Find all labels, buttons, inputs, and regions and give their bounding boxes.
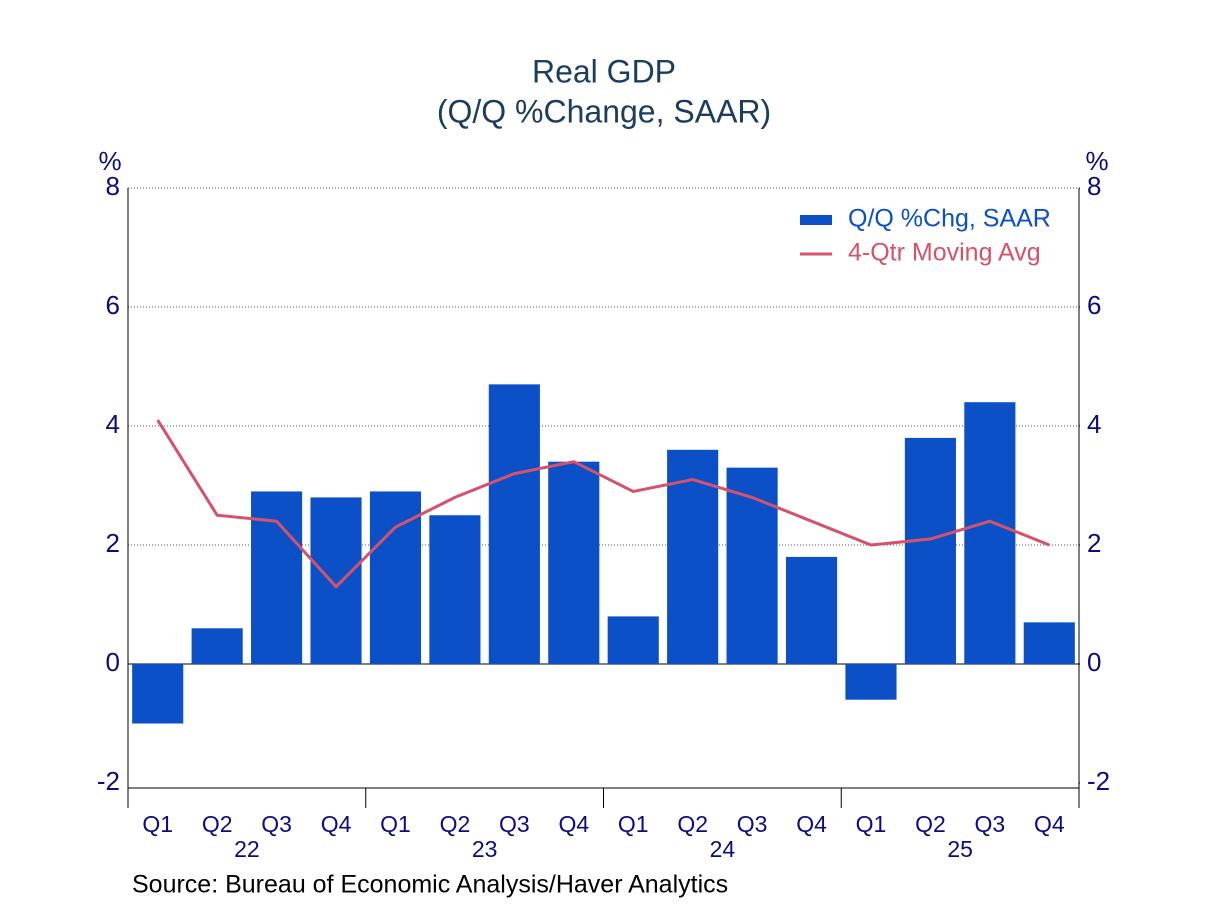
bar	[548, 461, 600, 664]
bar	[251, 491, 303, 664]
y-tick-label: 8	[106, 171, 120, 201]
chart-title: Real GDP	[532, 53, 676, 89]
y2-axis-label: %	[1085, 146, 1108, 176]
y2-tick-label: 0	[1087, 647, 1101, 677]
x-tick-label: Q1	[142, 811, 173, 837]
x-tick-label: Q3	[737, 811, 768, 837]
y2-tick-label: 6	[1087, 290, 1101, 320]
y2-tick-label: 2	[1087, 528, 1101, 558]
x-tick-label: Q2	[440, 811, 471, 837]
y-axis-label: %	[98, 146, 121, 176]
bar	[191, 628, 243, 664]
y2-tick-label: -2	[1087, 766, 1110, 796]
line	[156, 419, 1050, 589]
bar	[845, 664, 897, 700]
x-tick-label: Q4	[1034, 811, 1065, 837]
y-tick-label: 0	[106, 647, 120, 677]
y2-tick-label: 4	[1087, 409, 1101, 439]
bar	[429, 515, 481, 664]
bar	[607, 616, 659, 664]
x-tick-label: Q3	[499, 811, 530, 837]
x-tick-label: Q4	[796, 811, 827, 837]
bar	[132, 664, 184, 724]
x-tick-label: Q4	[558, 811, 589, 837]
x-tick-label: Q3	[975, 811, 1006, 837]
x-tick-label: Q2	[677, 811, 708, 837]
x-group-label: 24	[710, 836, 736, 862]
bar	[1023, 622, 1075, 664]
x-tick-label: Q1	[380, 811, 411, 837]
legend-label: 4-Qtr Moving Avg	[848, 239, 1041, 267]
x-group-label: 22	[234, 836, 260, 862]
y-tick-label: -2	[97, 766, 120, 796]
source-note: Source: Bureau of Economic Analysis/Have…	[132, 871, 728, 899]
y-tick-label: 4	[106, 409, 120, 439]
bar	[904, 437, 956, 664]
x-tick-label: Q4	[321, 811, 352, 837]
x-tick-label: Q1	[618, 811, 649, 837]
y-tick-label: 2	[106, 528, 120, 558]
x-tick-label: Q2	[202, 811, 233, 837]
legend-label: Q/Q %Chg, SAAR	[848, 205, 1051, 233]
legend-swatch	[800, 215, 832, 225]
x-tick-label: Q2	[915, 811, 946, 837]
bar	[785, 556, 838, 664]
y2-tick-label: 8	[1087, 171, 1101, 201]
x-tick-label: Q1	[856, 811, 887, 837]
y-tick-label: 6	[106, 290, 120, 320]
x-group-label: 25	[947, 836, 973, 862]
bar	[310, 497, 362, 664]
bar	[964, 402, 1016, 664]
bar	[488, 384, 540, 664]
x-group-label: 23	[472, 836, 498, 862]
x-tick-label: Q3	[261, 811, 292, 837]
chart-subtitle: (Q/Q %Change, SAAR)	[437, 93, 771, 129]
bar	[726, 467, 778, 664]
